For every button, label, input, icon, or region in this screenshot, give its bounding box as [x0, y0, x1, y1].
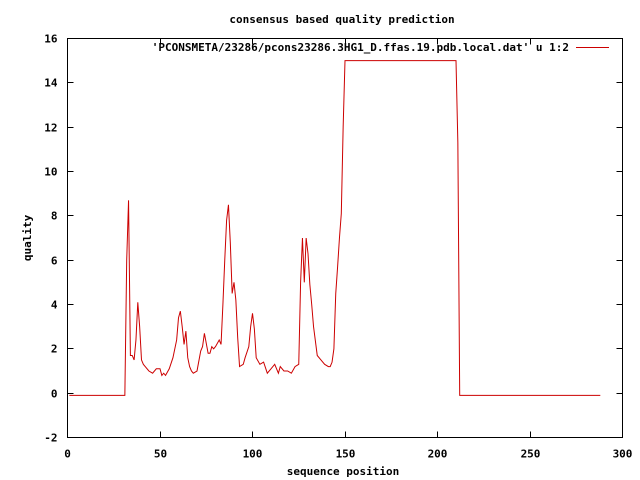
legend: 'PCONSMETA/23286/pcons23286.3HG1_D.ffas.… [152, 41, 609, 54]
x-tick-label: 0 [64, 448, 71, 461]
x-tick-label: 300 [613, 448, 633, 461]
y-tick-label: 14 [44, 77, 58, 90]
y-tick-label: 12 [44, 122, 57, 135]
y-tick-label: 8 [51, 210, 58, 223]
y-tick-label: 10 [44, 166, 57, 179]
series-layer [69, 60, 601, 396]
y-tick-label: 4 [51, 299, 58, 312]
x-axis-label: sequence position [287, 465, 400, 478]
chart-title: consensus based quality prediction [229, 13, 454, 26]
x-tick-label: 100 [243, 448, 263, 461]
y-tick-label: 6 [51, 255, 58, 268]
plot-frame [67, 38, 623, 438]
y-tick-label: 2 [51, 343, 58, 356]
y-tick-label: -2 [44, 432, 57, 445]
series-line-0 [69, 60, 601, 396]
y-tick-label: 16 [44, 33, 58, 46]
y-axis-label: quality [21, 214, 34, 261]
x-tick-label: 50 [154, 448, 167, 461]
x-axis-ticks: 0 50 100 150 200 250 300 [64, 38, 633, 461]
y-tick-label: 0 [51, 388, 58, 401]
x-tick-label: 200 [428, 448, 448, 461]
x-tick-label: 150 [336, 448, 356, 461]
legend-label: 'PCONSMETA/23286/pcons23286.3HG1_D.ffas.… [152, 41, 569, 54]
x-tick-label: 250 [521, 448, 541, 461]
y-axis-ticks: -2 0 2 4 6 8 10 12 14 16 [44, 33, 623, 445]
